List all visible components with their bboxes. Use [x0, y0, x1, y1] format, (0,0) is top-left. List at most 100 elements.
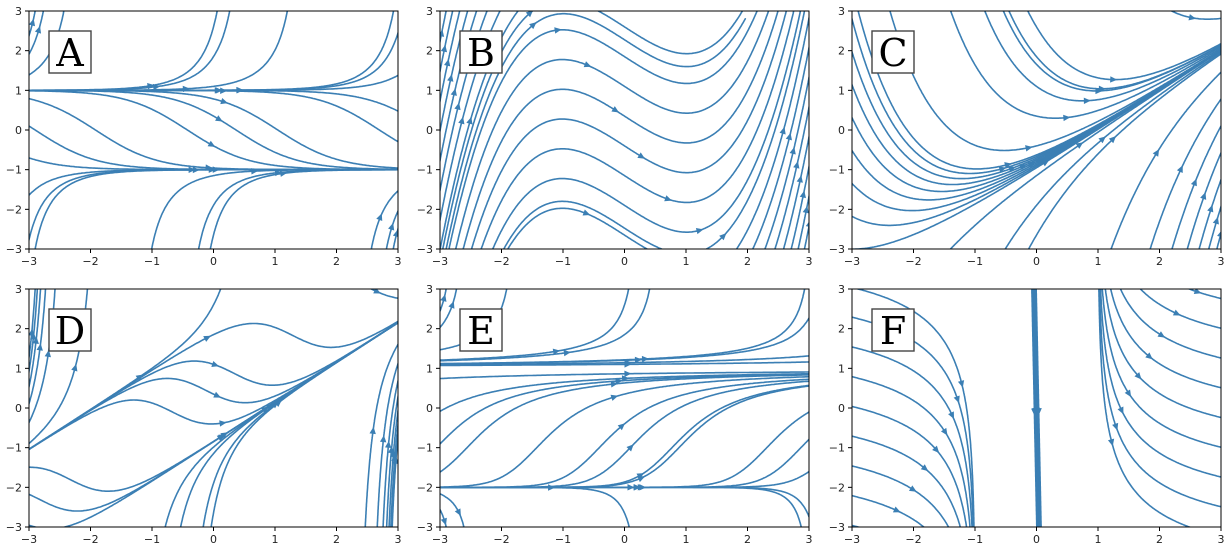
x-tick-label: −1: [967, 255, 983, 268]
streamline: [470, 11, 788, 249]
streamline: [440, 492, 465, 527]
streamline-arrow: [32, 336, 39, 344]
panel-label-box: [459, 308, 503, 352]
panel-label-box: [48, 30, 92, 74]
streamline-arrow: [219, 420, 227, 427]
y-tick-label: 3: [15, 283, 22, 296]
streamline-arrow: [458, 116, 465, 125]
streamline: [462, 11, 779, 249]
streamline-arrow: [624, 370, 632, 377]
y-tick-label: 2: [426, 323, 433, 336]
panel-e: −3 −2 −1 0 1 2 3 3 2 1 0 −1 −2 −3 E: [417, 283, 813, 546]
x-tick-label: −2: [905, 533, 921, 546]
streamline-arrow: [215, 115, 223, 122]
streamline-arrow: [957, 380, 965, 388]
x-tick-label: −2: [82, 533, 98, 546]
panel-label: C: [878, 31, 907, 75]
streamline-arrow: [582, 209, 591, 216]
streamline: [1110, 71, 1221, 249]
streamline: [440, 355, 809, 366]
streamline-arrow: [932, 445, 940, 454]
streamline-arrow: [948, 411, 955, 420]
x-tick-label: 2: [1156, 533, 1163, 546]
y-tick-label: 3: [838, 5, 845, 18]
y-tick-label: −1: [829, 164, 845, 177]
streamline-arrow: [664, 195, 672, 202]
panel-c: −3 −2 −1 0 1 2 3 3 2 1 0 −1 −2 −3 C: [829, 5, 1225, 268]
streamline: [390, 418, 398, 527]
streamline: [440, 372, 809, 413]
y-tick-label: 0: [426, 124, 433, 137]
y-tick-label: 2: [15, 45, 22, 58]
streamline: [440, 385, 809, 489]
streamline-arrow: [583, 61, 592, 68]
streamline: [1101, 289, 1221, 449]
streamline: [29, 289, 42, 391]
streamline-arrow: [440, 517, 447, 526]
streamline-arrow: [799, 190, 806, 199]
x-tick-label: 1: [272, 255, 279, 268]
streamline: [440, 361, 809, 367]
y-tick-label: 0: [15, 402, 22, 415]
streamline: [29, 289, 39, 377]
y-tick-label: 2: [838, 45, 845, 58]
streamlines: [440, 289, 809, 527]
y-tick-label: 1: [838, 362, 845, 375]
streamline-arrow: [920, 464, 929, 472]
y-tick-label: 3: [426, 283, 433, 296]
x-tick-label: 0: [210, 533, 217, 546]
streamline: [502, 11, 806, 249]
x-tick-label: 0: [621, 255, 628, 268]
streamline-arrow: [388, 446, 395, 454]
streamline-arrow: [637, 152, 646, 159]
streamline: [751, 43, 809, 249]
streamline-arrow: [563, 349, 571, 357]
streamline-arrow: [615, 377, 623, 385]
streamline-arrow: [1095, 87, 1103, 95]
streamline-arrow: [529, 22, 537, 30]
streamline-arrow: [892, 506, 901, 513]
streamline-arrow: [1157, 331, 1166, 338]
streamline: [440, 470, 809, 489]
streamline-arrow: [385, 440, 392, 449]
y-tick-label: −3: [829, 521, 845, 534]
streamline-arrow: [793, 161, 800, 169]
streamline: [1027, 52, 1221, 249]
streamline-arrow: [908, 485, 917, 492]
x-tick-label: 1: [272, 533, 279, 546]
streamline: [441, 11, 744, 249]
x-tick-label: −1: [967, 533, 983, 546]
streamline-arrow: [1145, 352, 1153, 360]
streamlines: [852, 11, 1221, 249]
streamline: [440, 289, 806, 365]
streamline: [29, 97, 398, 171]
streamlines: [852, 289, 1221, 527]
x-tick-label: 2: [333, 255, 340, 268]
streamline-arrow: [610, 381, 618, 388]
streamline-arrow: [1004, 162, 1012, 169]
streamline: [369, 289, 398, 300]
y-tick-label: 0: [838, 124, 845, 137]
streamline: [440, 11, 447, 46]
x-tick-label: 2: [744, 255, 751, 268]
x-tick-label: 2: [1156, 255, 1163, 268]
x-tick-label: 0: [1033, 255, 1040, 268]
streamline: [29, 289, 56, 425]
streamline: [440, 507, 447, 527]
streamline: [29, 168, 398, 244]
streamline: [29, 11, 395, 92]
x-tick-label: 3: [1218, 533, 1225, 546]
streamline-arrow: [220, 98, 228, 105]
streamline: [1098, 289, 1192, 527]
streamline: [440, 438, 809, 489]
streamline: [445, 12, 747, 249]
x-tick-label: 3: [806, 255, 813, 268]
y-tick-label: 3: [838, 283, 845, 296]
streamlines: [440, 11, 809, 249]
x-tick-label: 0: [621, 533, 628, 546]
panel-label: A: [55, 31, 84, 75]
panel-f: −3 −2 −1 0 1 2 3 3 2 1 0 −1 −2 −3 F: [829, 283, 1225, 546]
streamline: [852, 465, 950, 527]
streamlines: [29, 11, 398, 249]
x-tick-label: 3: [395, 255, 402, 268]
